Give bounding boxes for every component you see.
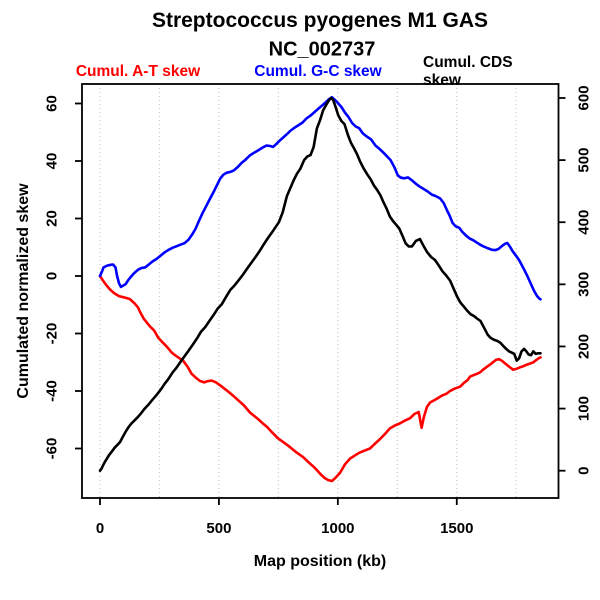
chart-title: Streptococcus pyogenes M1 GAS — [151, 9, 489, 32]
legend-cds-skew: Cumul. CDS skew — [423, 54, 513, 89]
y-right-tick-label: 300 — [576, 272, 593, 297]
y-left-tick-label: -60 — [44, 438, 61, 460]
y-left-tick-label: 20 — [44, 210, 61, 227]
gc-skew-line — [98, 95, 542, 301]
y-left-tick-label: 40 — [44, 153, 61, 170]
y-left-tick-label: 60 — [44, 95, 61, 112]
chart-subtitle: NC_002737 — [268, 38, 376, 61]
legend-gc-skew: Cumul. G-C skew — [254, 63, 382, 80]
x-tick-label: 1500 — [440, 520, 473, 537]
x-tick-label: 500 — [206, 520, 231, 537]
at-skew-line — [98, 274, 542, 483]
x-tick-label: 1000 — [321, 520, 354, 537]
y-right-tick-label: 0 — [576, 467, 593, 475]
y-left-tick-label: -40 — [44, 380, 61, 402]
y-left-tick-label: -20 — [44, 323, 61, 345]
plot-box — [81, 83, 560, 499]
cds-skew-line — [98, 96, 542, 473]
y-left-tick-label: 0 — [44, 272, 61, 280]
legend-at-skew: Cumul. A-T skew — [75, 63, 201, 80]
y-right-tick-label: 400 — [576, 210, 593, 235]
y-right-tick-label: 600 — [576, 85, 593, 110]
y-axis-label-left: Cumulated normalized skew — [15, 183, 32, 399]
y-right-tick-label: 100 — [576, 396, 593, 421]
y-right-tick-label: 200 — [576, 334, 593, 359]
y-right-tick-label: 500 — [576, 148, 593, 173]
x-tick-label: 0 — [96, 520, 104, 537]
x-axis-label: Map position (kb) — [253, 553, 387, 570]
